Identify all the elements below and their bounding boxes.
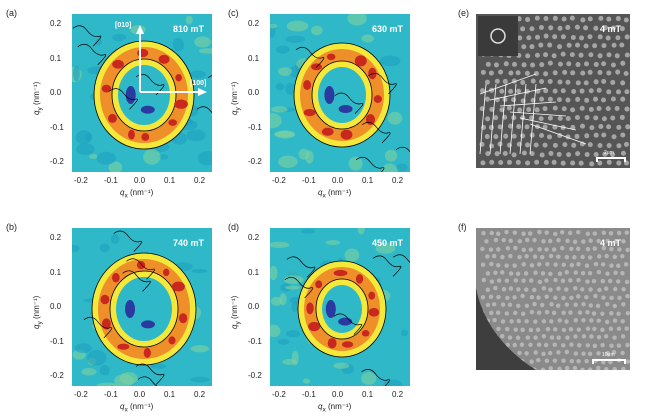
y-tick-label: 0.1 (248, 53, 260, 63)
micro-field-e: 4 mT (600, 24, 622, 34)
x-tick-label: 0.2 (392, 390, 404, 399)
field-label-c: 630 mT (372, 24, 404, 34)
x-tick-label: 0.1 (362, 176, 374, 185)
y-tick-label: -0.2 (50, 157, 64, 166)
panel-label-a: (a) (6, 8, 17, 18)
x-tick-label: -0.1 (104, 390, 118, 399)
x-tick-label: -0.2 (74, 176, 88, 185)
y-tick-label: -0.2 (50, 371, 64, 380)
field-label-b: 740 mT (173, 238, 205, 248)
lorentz-tem-image-f (476, 228, 630, 370)
x-tick-label: 0.1 (362, 390, 374, 399)
panel-label-e: (e) (458, 8, 469, 18)
direction-arrows (136, 25, 207, 96)
x-tick-label: -0.1 (104, 176, 118, 185)
scale-bar-f (592, 359, 626, 364)
y-tick-label: 0.1 (50, 53, 62, 63)
x-tick-label: 0.0 (134, 390, 146, 399)
lorentz-tem-image-e (476, 14, 630, 168)
scale-label-f: 10μm (602, 352, 615, 358)
x-tick-label: 0.2 (392, 176, 404, 185)
x-axis-label: qx (nm⁻¹) (318, 402, 352, 414)
y-tick-label: -0.1 (50, 336, 64, 346)
y-tick-label: -0.2 (248, 157, 262, 166)
x-tick-label: 0.1 (164, 176, 176, 185)
y-tick-label: 0.1 (248, 267, 260, 277)
y-tick-label: 0.0 (50, 302, 62, 311)
panel-label-c: (c) (228, 8, 239, 18)
x-tick-label: 0.1 (164, 390, 176, 399)
x-tick-label: -0.2 (272, 390, 286, 399)
x-axis-label: qx (nm⁻¹) (318, 188, 352, 200)
y-tick-label: 0.1 (50, 267, 62, 277)
y-tick-label: 0.0 (50, 88, 62, 97)
scale-bar-e (596, 157, 626, 162)
x-tick-label: -0.1 (302, 390, 316, 399)
x-tick-label: 0.2 (194, 390, 206, 399)
x-tick-label: 0.2 (194, 176, 206, 185)
y-axis-label: qy (nm⁻¹) (230, 81, 242, 115)
y-tick-label: 0.0 (248, 88, 260, 97)
micro-field-f: 4 mT (600, 238, 622, 248)
y-tick-label: 0.2 (50, 233, 62, 242)
x-tick-label: 0.0 (332, 176, 344, 185)
field-label-d: 450 mT (372, 238, 404, 248)
y-tick-label: -0.1 (248, 122, 262, 132)
x-tick-label: -0.1 (302, 176, 316, 185)
sans-map-d (270, 228, 410, 386)
x-tick-label: -0.2 (74, 390, 88, 399)
y-tick-label: -0.1 (248, 336, 262, 346)
direction-label-010: [010] (115, 22, 132, 29)
y-tick-label: -0.2 (248, 371, 262, 380)
sans-map-b (72, 228, 212, 386)
y-tick-label: 0.0 (248, 302, 260, 311)
y-tick-label: -0.1 (50, 122, 64, 132)
direction-label-100: [100] (190, 80, 207, 87)
x-axis-label: qx (nm⁻¹) (120, 188, 154, 200)
y-axis-label: qy (nm⁻¹) (32, 295, 44, 329)
panel-label-d: (d) (228, 222, 239, 232)
y-tick-label: 0.2 (248, 19, 260, 28)
field-label-a: 810 mT (173, 24, 205, 34)
y-axis-label: qy (nm⁻¹) (32, 81, 44, 115)
sans-map-c (270, 14, 410, 172)
y-tick-label: 0.2 (50, 19, 62, 28)
y-tick-label: 0.2 (248, 233, 260, 242)
x-tick-label: 0.0 (134, 176, 146, 185)
scale-label-e: 2μm (604, 150, 614, 156)
x-tick-label: -0.2 (272, 176, 286, 185)
panel-label-b: (b) (6, 222, 17, 232)
panel-label-f: (f) (458, 222, 467, 232)
y-axis-label: qy (nm⁻¹) (230, 295, 242, 329)
x-tick-label: 0.0 (332, 390, 344, 399)
x-axis-label: qx (nm⁻¹) (120, 402, 154, 414)
